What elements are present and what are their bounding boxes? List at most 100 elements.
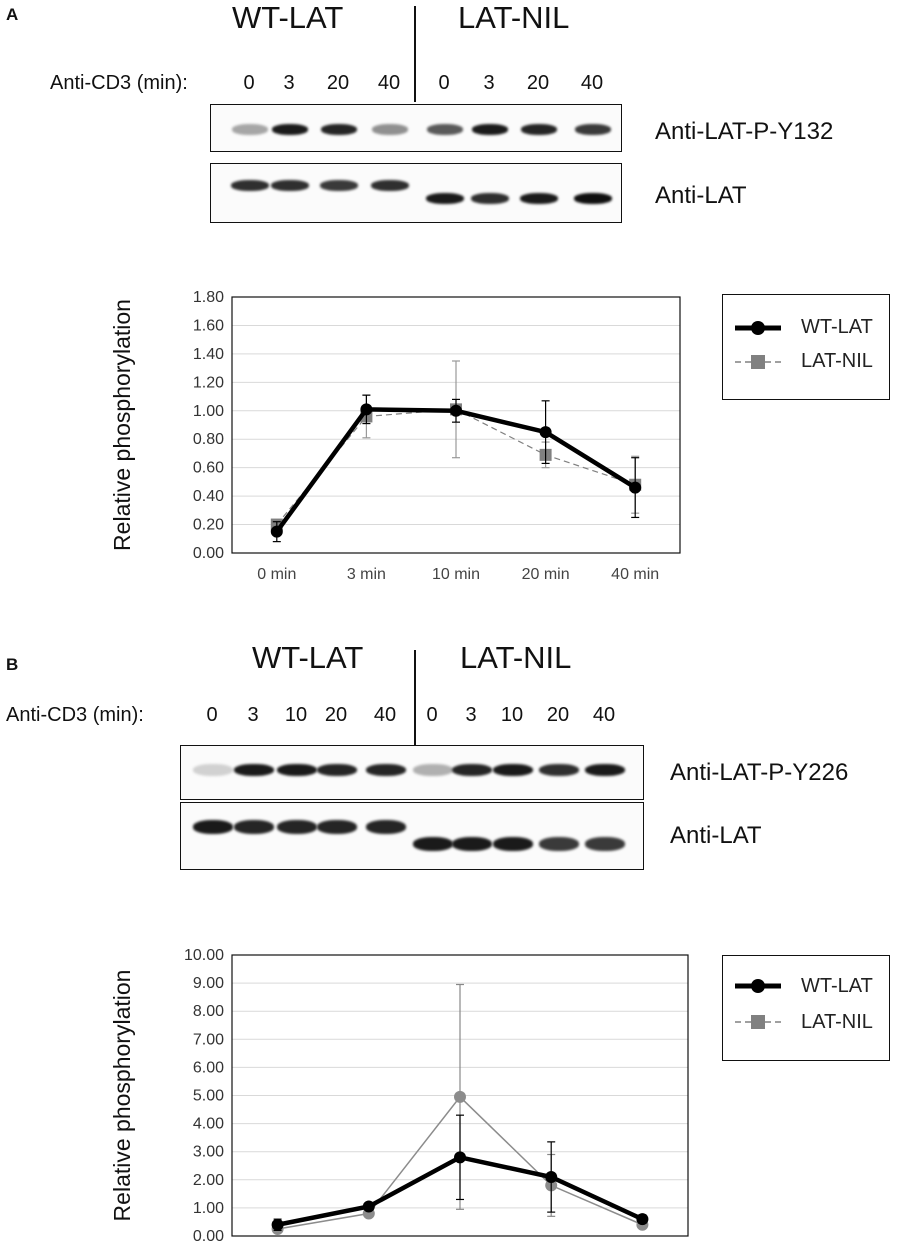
y-tick-label: 0.00	[193, 545, 224, 562]
plot-frame	[231, 296, 681, 554]
line-chart-y132: 0.00 0.20 0.40 0.60 0.80 1.00 1.20 1.40 1.60 1.80…	[109, 289, 681, 583]
blot-band	[317, 820, 357, 834]
plot-frame	[231, 954, 689, 1237]
western-blot-p-y132	[210, 104, 622, 152]
y-tick-label: 1.40	[193, 346, 224, 363]
y-tick-label: 0.40	[193, 488, 224, 505]
x-tick-label: 10 min	[432, 566, 480, 583]
y-tick-label: 7.00	[193, 1031, 224, 1048]
western-blot-total-lat	[210, 163, 622, 223]
legend-wt-marker-icon-b	[751, 979, 765, 993]
lane-label: 40	[592, 704, 616, 726]
y-tick-label: 0.80	[193, 431, 224, 448]
lane-label: 3	[283, 72, 295, 94]
legend-a: WT-LAT LAT-NIL	[722, 294, 890, 400]
lane-label: 20	[546, 704, 570, 726]
series-lat-nil	[270, 360, 642, 531]
y-tick-label: 5.00	[193, 1088, 224, 1105]
lane-label: 10	[284, 704, 308, 726]
legend-label-lat-nil-b: LAT-NIL	[801, 1011, 873, 1033]
blot-band	[321, 124, 357, 135]
blot-band	[575, 124, 611, 135]
y-tick-label: 8.00	[193, 1003, 224, 1020]
blot-band	[452, 837, 492, 851]
blot-band	[493, 764, 533, 776]
blot-band	[366, 764, 406, 776]
y-axis-label: Relative phosphorylation	[109, 299, 135, 551]
lane-label: 0	[206, 704, 218, 726]
blot-band	[234, 820, 274, 834]
blot-band	[472, 124, 508, 135]
data-point	[360, 403, 373, 416]
x-tick-label: 0 min	[257, 566, 296, 583]
group-title-lat-nil-b: LAT-NIL	[460, 640, 572, 675]
y-axis-label: Relative phosphorylation	[109, 970, 135, 1222]
lane-label: 0	[438, 72, 450, 94]
legend-b: WT-LAT LAT-NIL	[722, 955, 890, 1061]
lane-label: 3	[465, 704, 477, 726]
legend-nil-marker-icon-b	[751, 1015, 765, 1029]
blot-band	[574, 193, 612, 204]
legend-markers-b	[735, 979, 781, 1029]
blot-band	[317, 764, 357, 776]
blot-band	[232, 124, 268, 135]
western-blot-p-y226	[180, 745, 644, 800]
panel-letter-b: B	[6, 655, 19, 674]
western-blot-total-lat-b	[180, 802, 644, 870]
blot-band	[452, 764, 492, 776]
lane-label: 40	[377, 72, 401, 94]
group-divider-b	[414, 650, 416, 746]
blot-band	[320, 180, 358, 191]
lane-label: 0	[426, 704, 438, 726]
lane-label: 20	[526, 72, 550, 94]
blot-band	[193, 820, 233, 834]
legend-nil-marker-icon	[751, 355, 765, 369]
y-tick-label: 1.80	[193, 289, 224, 306]
blot-label-lat-b: Anti-LAT	[670, 822, 762, 849]
blot-band	[493, 837, 533, 851]
data-point	[270, 525, 283, 538]
y-tick-label: 1.00	[193, 403, 224, 420]
y-tick-label: 1.00	[193, 1200, 224, 1217]
group-title-wt-lat: WT-LAT	[232, 0, 344, 35]
lane-label: 40	[580, 72, 604, 94]
blot-band	[539, 764, 579, 776]
y-tick-label: 0.20	[193, 517, 224, 534]
group-title-wt-lat-b: WT-LAT	[252, 640, 364, 675]
x-tick-label: 3 min	[347, 566, 386, 583]
blot-band	[585, 837, 625, 851]
y-tick-label: 9.00	[193, 975, 224, 992]
y-tick-label: 2.00	[193, 1172, 224, 1189]
blot-band	[234, 764, 274, 776]
blot-band	[413, 764, 453, 776]
y-tick-label: 4.00	[193, 1116, 224, 1133]
series-wt-lat	[271, 1114, 649, 1231]
blot-band	[426, 193, 464, 204]
data-point	[450, 404, 462, 417]
blot-label-lat: Anti-LAT	[655, 182, 747, 209]
data-point	[629, 481, 642, 494]
legend-markers-a	[735, 321, 781, 369]
blot-band	[231, 180, 269, 191]
blot-band	[520, 193, 558, 204]
data-point	[545, 1170, 558, 1183]
blot-band	[471, 193, 509, 204]
lane-label: 20	[324, 704, 348, 726]
blot-band	[372, 124, 408, 135]
blot-band	[272, 124, 308, 135]
group-divider	[414, 6, 416, 102]
lane-label: 3	[247, 704, 259, 726]
blot-band	[427, 124, 463, 135]
time-axis-label-b: Anti-CD3 (min):	[6, 704, 144, 726]
blot-label-p-y226: Anti-LAT-P-Y226	[670, 759, 849, 786]
blot-band	[366, 820, 406, 834]
data-point	[362, 1200, 375, 1213]
legend-label-wt-lat: WT-LAT	[801, 316, 873, 338]
blot-band	[277, 820, 317, 834]
y-tick-label: 1.60	[193, 317, 224, 334]
lane-label: 20	[326, 72, 350, 94]
blot-band	[585, 764, 625, 776]
line-chart-y226: 0.00 1.00 2.00 3.00 4.00 5.00 6.00 7.00 8.00 9.00…	[109, 947, 689, 1245]
blot-band	[193, 764, 233, 776]
legend-wt-marker-icon	[751, 321, 765, 335]
